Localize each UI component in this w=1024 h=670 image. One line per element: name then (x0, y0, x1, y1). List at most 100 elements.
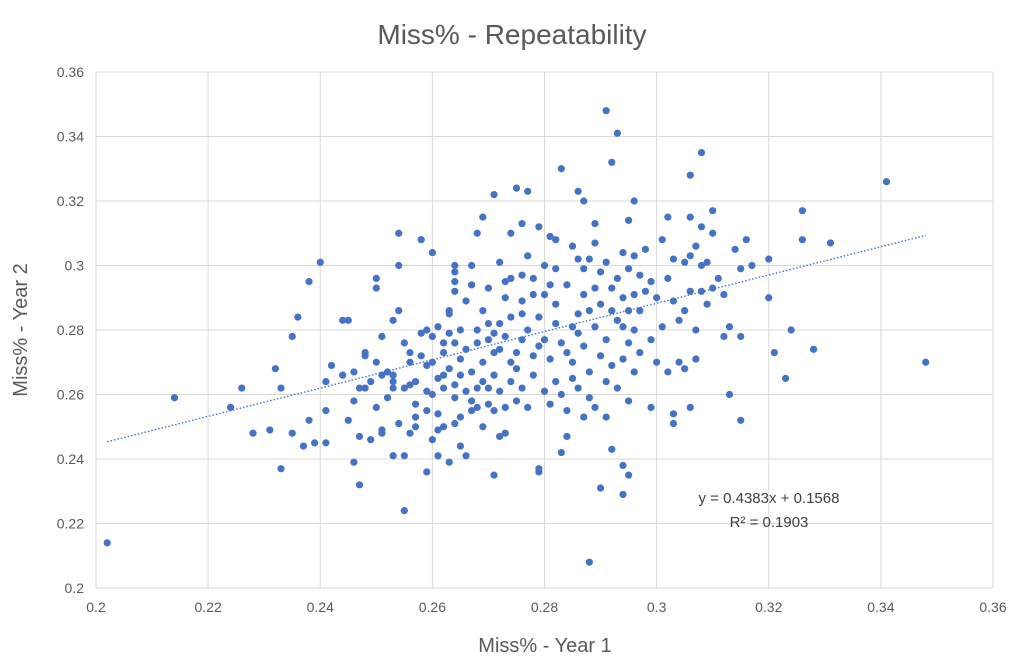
data-point (451, 268, 459, 276)
data-point (630, 290, 638, 299)
data-point (585, 255, 593, 263)
data-point (692, 242, 700, 250)
data-point (406, 429, 414, 437)
data-point (456, 326, 465, 334)
data-point (540, 290, 549, 299)
data-point (439, 339, 448, 347)
data-point (411, 378, 420, 386)
data-point (697, 149, 706, 157)
data-point (591, 239, 599, 247)
data-point (608, 158, 616, 166)
data-point (630, 252, 638, 260)
data-point (602, 258, 610, 266)
data-point (540, 387, 549, 395)
data-point (681, 307, 689, 315)
data-point (675, 358, 683, 366)
data-point (552, 265, 560, 273)
data-point (378, 429, 386, 437)
data-point (490, 371, 498, 379)
x-tick-label: 0.34 (867, 599, 894, 615)
data-point (434, 452, 442, 460)
data-point (400, 384, 408, 392)
data-point (501, 332, 509, 341)
data-point (456, 442, 465, 450)
x-tick-label: 0.32 (755, 599, 782, 615)
data-point (524, 403, 532, 411)
data-point (501, 294, 509, 302)
data-point (574, 187, 582, 195)
data-point (434, 374, 442, 382)
data-point (428, 358, 436, 366)
data-point (737, 265, 745, 273)
data-point (501, 429, 509, 437)
data-point (546, 400, 554, 408)
data-point (737, 332, 745, 341)
data-point (322, 407, 330, 415)
data-point (355, 384, 364, 392)
data-point (624, 397, 633, 405)
data-point (355, 481, 364, 489)
data-point (518, 336, 526, 344)
data-point (568, 242, 577, 250)
data-point (535, 342, 543, 350)
data-point (602, 413, 610, 421)
data-point (294, 313, 302, 321)
data-point (451, 278, 459, 286)
data-point (434, 426, 442, 434)
data-point (501, 278, 509, 286)
data-point (658, 323, 666, 331)
data-point (512, 365, 521, 373)
data-point (568, 323, 577, 331)
data-point (686, 252, 694, 260)
data-point (456, 371, 465, 379)
data-point (299, 442, 308, 450)
data-point (339, 371, 347, 379)
data-point (439, 371, 448, 379)
data-point (451, 419, 459, 428)
data-point (406, 381, 414, 389)
data-point (624, 307, 633, 315)
data-point (479, 307, 487, 315)
data-point (737, 416, 745, 424)
data-point (423, 468, 431, 476)
data-point (675, 316, 683, 324)
data-point (591, 323, 599, 331)
data-point (462, 387, 470, 395)
data-point (389, 384, 397, 392)
data-point (619, 490, 627, 499)
data-point (428, 436, 436, 444)
data-point (619, 323, 627, 331)
data-point (725, 390, 734, 399)
data-point (557, 390, 565, 399)
data-point (473, 403, 481, 411)
data-point (664, 368, 672, 376)
data-point (568, 358, 577, 366)
y-tick-label: 0.34 (57, 129, 84, 145)
data-point (428, 332, 436, 341)
x-tick-label: 0.26 (419, 599, 446, 615)
data-point (703, 300, 711, 308)
data-point (484, 336, 493, 344)
data-point (552, 378, 560, 386)
data-point (322, 378, 330, 386)
data-point (720, 290, 728, 299)
data-point (512, 184, 521, 192)
data-point (681, 365, 689, 373)
data-point (563, 432, 571, 441)
data-point (490, 407, 498, 415)
data-point (490, 348, 498, 357)
data-point (490, 329, 498, 337)
data-point (327, 361, 336, 370)
data-point (389, 452, 397, 460)
data-point (445, 458, 453, 466)
data-point (529, 371, 537, 379)
data-point (103, 539, 111, 547)
data-point (709, 284, 717, 292)
y-tick-label: 0.22 (57, 516, 84, 532)
data-point (624, 471, 633, 479)
x-tick-label: 0.3 (647, 599, 667, 615)
data-point (473, 326, 481, 334)
trendline (107, 234, 926, 443)
data-point (613, 316, 621, 324)
